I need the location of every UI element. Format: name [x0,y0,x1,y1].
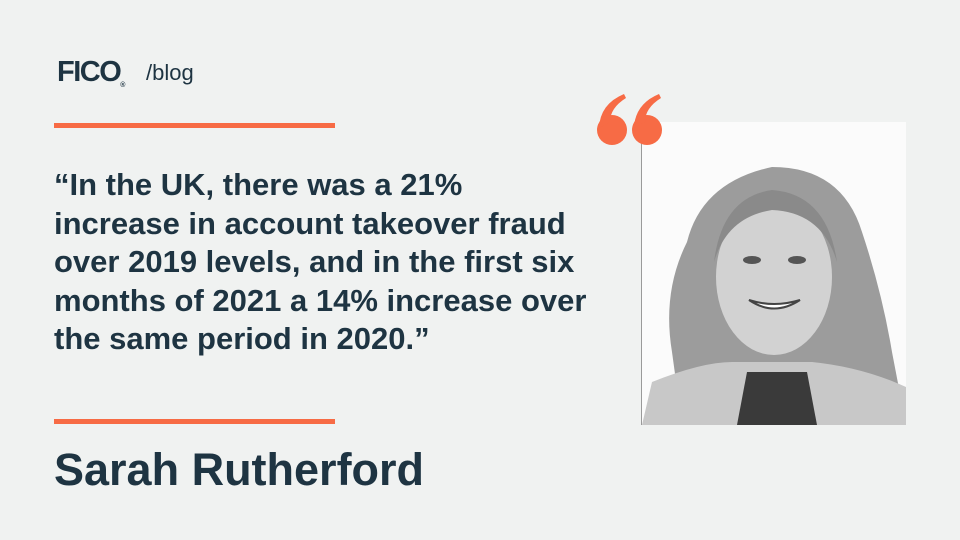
bottom-divider [54,419,335,424]
logo-text: FICO [57,56,122,88]
fico-logo: FICO® [57,56,126,89]
open-quote-icon [597,94,662,145]
author-name: Sarah Rutherford [54,444,425,495]
quote-text: “In the UK, there was a 21% increase in … [54,167,587,356]
blog-label: /blog [146,60,194,85]
top-divider [54,123,335,128]
author-photo [642,122,906,425]
